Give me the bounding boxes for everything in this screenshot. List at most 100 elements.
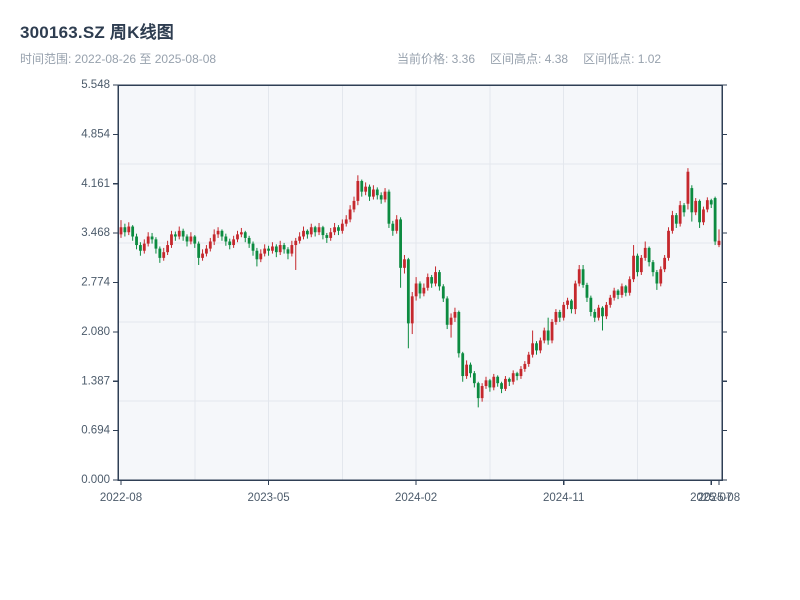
- candle-body: [364, 186, 368, 192]
- candle-body: [488, 380, 492, 388]
- candle-body: [395, 219, 399, 231]
- candle-body: [511, 373, 515, 382]
- candle-body: [185, 236, 189, 242]
- candle-body: [344, 219, 348, 224]
- page-title: 300163.SZ 周K线图: [20, 23, 174, 42]
- x-tick-label: 2025-08: [698, 492, 740, 504]
- candle-body: [317, 227, 321, 233]
- stat-1: 区间高点: 4.38: [490, 52, 569, 66]
- candle-body: [406, 259, 410, 324]
- candle-body: [500, 383, 503, 389]
- candle-body: [453, 311, 457, 318]
- y-tick-label: 2.080: [81, 326, 110, 338]
- candle-body: [523, 363, 527, 369]
- candle-body: [705, 200, 709, 210]
- candle-body: [581, 269, 585, 285]
- candle-body: [480, 386, 484, 399]
- candle-body: [531, 343, 535, 355]
- candle-body: [445, 298, 449, 325]
- candle-body: [535, 343, 538, 351]
- candle-body: [702, 209, 705, 223]
- candle-body: [484, 380, 488, 387]
- candle-body: [368, 186, 371, 197]
- candle-body: [418, 283, 422, 294]
- candle-body: [538, 340, 542, 351]
- candle-body: [698, 200, 701, 223]
- candle-body: [135, 236, 138, 246]
- candle-body: [492, 376, 496, 388]
- candle-body: [709, 200, 713, 205]
- candle-body: [597, 307, 601, 318]
- candle-body: [659, 269, 663, 284]
- candle-body: [216, 230, 220, 235]
- candle-body: [667, 230, 670, 258]
- candle-body: [655, 272, 659, 284]
- candle-body: [220, 230, 224, 237]
- candle-body: [131, 226, 135, 237]
- candle-body: [434, 272, 437, 284]
- candle-body: [717, 240, 721, 246]
- y-tick-label: 0.694: [81, 425, 110, 437]
- candle-body: [570, 300, 573, 310]
- y-tick-label: 4.161: [81, 178, 110, 190]
- candle-body: [181, 230, 185, 237]
- candle-body: [647, 247, 651, 263]
- x-tick-label: 2024-02: [395, 492, 437, 504]
- candle-body: [461, 353, 465, 377]
- candle-body: [383, 191, 387, 200]
- candle-body: [189, 236, 193, 242]
- candle-body: [154, 239, 158, 249]
- candle-body: [527, 354, 531, 364]
- candle-body: [620, 286, 624, 295]
- candle-body: [302, 230, 305, 237]
- candle-body: [321, 227, 325, 236]
- candle-body: [201, 253, 204, 258]
- y-tick-label: 4.854: [81, 128, 110, 140]
- y-tick-label: 3.468: [81, 227, 110, 239]
- candle-body: [305, 230, 309, 235]
- candle-body: [360, 180, 364, 192]
- y-tick-label: 0.000: [81, 474, 110, 486]
- candle-body: [290, 245, 294, 254]
- candle-body: [624, 286, 628, 293]
- candle-body: [519, 368, 523, 377]
- candle-body: [628, 279, 632, 293]
- candle-body: [348, 209, 352, 220]
- candle-body: [197, 243, 201, 258]
- candle-body: [465, 364, 468, 377]
- candle-body: [267, 248, 270, 251]
- candle-body: [205, 248, 208, 254]
- candle-body: [554, 311, 558, 322]
- candle-body: [577, 269, 581, 284]
- candle-body: [251, 243, 255, 251]
- candle-body: [271, 246, 274, 251]
- candle-body: [515, 373, 519, 377]
- candle-body: [325, 235, 329, 238]
- candle-body: [562, 304, 566, 318]
- candle-body: [139, 245, 142, 251]
- candle-body: [604, 304, 608, 317]
- candle-body: [282, 245, 286, 250]
- candle-body: [333, 227, 336, 233]
- candle-body: [632, 255, 635, 280]
- candle-body: [208, 241, 212, 249]
- candle-body: [259, 253, 263, 260]
- candle-body: [158, 248, 162, 258]
- x-tick-label: 2025-07: [690, 492, 732, 504]
- candle-body: [558, 311, 562, 318]
- y-tick-label: 1.387: [81, 375, 110, 387]
- candle-body: [372, 189, 375, 197]
- candle-body: [713, 198, 717, 242]
- candle-body: [379, 195, 383, 200]
- price-stats: 当前价格: 3.36 区间高点: 4.38 区间低点: 1.02: [397, 50, 661, 67]
- candle-body: [566, 300, 569, 305]
- candle-body: [212, 234, 216, 242]
- candle-body: [643, 247, 647, 258]
- candle-body: [337, 227, 340, 231]
- candle-body: [593, 311, 597, 318]
- stat-2: 区间低点: 1.02: [583, 52, 662, 66]
- candle-body: [177, 230, 181, 237]
- candle-body: [166, 245, 169, 253]
- candle-body: [612, 290, 616, 298]
- candle-body: [678, 205, 682, 224]
